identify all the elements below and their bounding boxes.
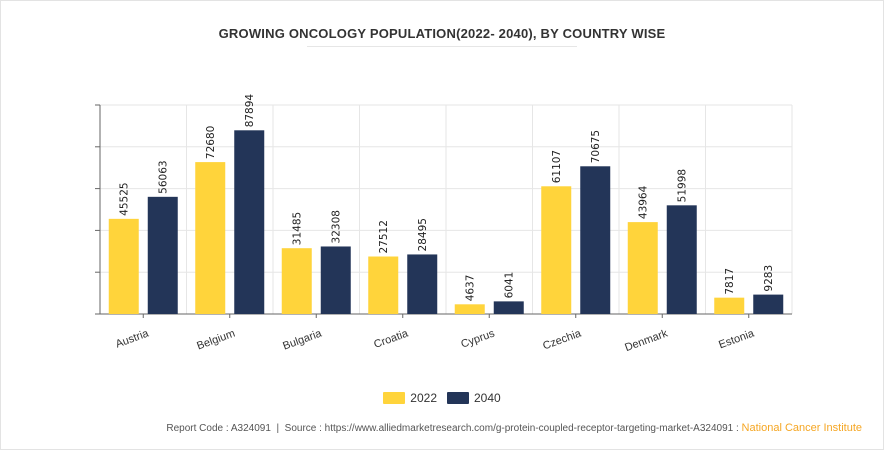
bar-belgium-2040[interactable] (234, 130, 265, 314)
data-label-bulgaria-2040: 32308 (331, 210, 343, 243)
report-code: Report Code : A324091 (166, 423, 271, 434)
source-organization: National Cancer Institute (741, 422, 862, 434)
legend-swatch-2040 (447, 392, 469, 404)
tick-label-cyprus: Cyprus (459, 327, 496, 350)
bar-estonia-2040[interactable] (753, 294, 784, 314)
bar-cyprus-2022[interactable] (454, 304, 485, 314)
category-tick-labels: Austria Belgium Bulgaria Croatia Cyprus Czech… (114, 327, 757, 354)
data-label-austria-2022: 45525 (119, 182, 131, 215)
bar-bulgaria-2022[interactable] (281, 248, 312, 314)
chart-title: GROWING ONCOLOGY POPULATION(2022- 2040),… (218, 26, 666, 41)
footer: Report Code : A324091 | Source : https:/… (0, 422, 862, 434)
data-label-czechia-2022: 61107 (551, 150, 563, 183)
data-label-croatia-2022: 27512 (378, 220, 390, 253)
data-label-cyprus-2022: 4637 (465, 275, 477, 302)
bar-croatia-2022[interactable] (368, 256, 399, 314)
title-underline (307, 46, 577, 47)
bar-czechia-2022[interactable] (541, 186, 572, 314)
bar-austria-2022[interactable] (108, 218, 139, 314)
legend-label-2040: 2040 (474, 391, 501, 405)
data-label-belgium-2040: 87894 (244, 94, 256, 128)
legend-label-2022: 2022 (410, 391, 437, 405)
tick-label-czechia: Czechia (541, 327, 583, 352)
tick-label-estonia: Estonia (717, 327, 756, 351)
bar-chart: 45525 56063 72680 87894 31485 32308 27512 28495… (95, 94, 793, 354)
data-label-denmark-2040: 51998 (677, 169, 689, 202)
data-label-croatia-2040: 28495 (417, 218, 429, 251)
legend-item-2022[interactable]: 2022 (383, 391, 437, 405)
tick-label-bulgaria: Bulgaria (281, 327, 324, 352)
source-text: Source : https://www.alliedmarketresearc… (284, 423, 739, 434)
bar-denmark-2040[interactable] (666, 205, 697, 314)
bars (108, 130, 784, 314)
data-label-bulgaria-2022: 31485 (292, 212, 304, 245)
data-labels: 45525 56063 72680 87894 31485 32308 27512 28495… (119, 94, 776, 302)
legend-item-2040[interactable]: 2040 (447, 391, 501, 405)
footer-separator: | (276, 423, 280, 434)
data-label-estonia-2022: 7817 (724, 268, 736, 295)
bar-denmark-2022[interactable] (627, 222, 658, 314)
data-label-czechia-2040: 70675 (590, 130, 602, 163)
data-label-estonia-2040: 9283 (763, 265, 775, 292)
tick-label-denmark: Denmark (623, 327, 670, 354)
tick-label-austria: Austria (114, 327, 151, 350)
bar-estonia-2022[interactable] (714, 297, 745, 314)
bar-croatia-2040[interactable] (407, 254, 438, 314)
tick-label-belgium: Belgium (195, 328, 236, 353)
data-label-cyprus-2040: 6041 (504, 272, 516, 299)
data-label-belgium-2022: 72680 (205, 126, 217, 159)
data-label-denmark-2022: 43964 (638, 185, 650, 219)
legend: 2022 2040 (0, 391, 884, 405)
legend-swatch-2022 (383, 392, 406, 404)
tick-label-croatia: Croatia (372, 327, 410, 351)
bar-belgium-2022[interactable] (195, 162, 226, 314)
bar-bulgaria-2040[interactable] (320, 246, 351, 314)
bar-czechia-2040[interactable] (580, 166, 611, 314)
data-label-austria-2040: 56063 (158, 160, 170, 193)
bar-cyprus-2040[interactable] (493, 301, 524, 314)
bar-austria-2040[interactable] (147, 196, 178, 314)
